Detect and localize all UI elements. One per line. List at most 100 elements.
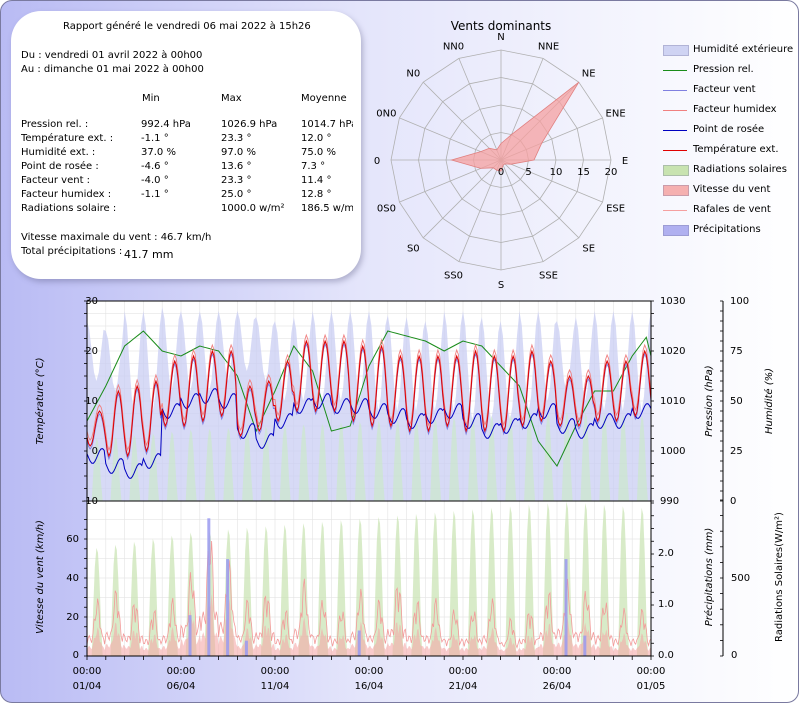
precip-tick: 0.0	[658, 650, 674, 661]
stat-avg: 12.8 °	[301, 189, 332, 200]
legend-label: Température ext.	[693, 144, 779, 155]
precip-bar	[357, 630, 361, 656]
legend-label: Point de rosée	[693, 124, 765, 135]
rose-direction-label: NN0	[443, 41, 464, 52]
stat-label: Facteur vent :	[21, 175, 91, 186]
rose-spoke	[422, 159, 502, 239]
rose-direction-label: 0N0	[376, 109, 396, 120]
rose-spoke	[500, 159, 544, 262]
pressure-tick: 1020	[660, 346, 685, 357]
col-header-min: Min	[142, 93, 160, 104]
legend-swatch-humidex	[663, 110, 687, 111]
legend-label: Radiations solaires	[693, 164, 787, 175]
stat-max: 1026.9 hPa	[221, 119, 278, 130]
rose-ring-label: 0	[498, 167, 504, 178]
legend-swatch-humidity	[663, 45, 689, 56]
rose-direction-label: SS0	[444, 271, 463, 282]
radiation-tick: 500	[731, 573, 750, 584]
rose-spoke	[500, 159, 603, 203]
precip-axis-label: Précipitations (mm)	[703, 528, 715, 627]
stat-avg: 11.4 °	[301, 175, 332, 186]
stat-avg: 12.0 °	[301, 133, 332, 144]
x-date-label: 21/04	[449, 681, 478, 692]
report-generated-line: Rapport généré le vendredi 06 mai 2022 à…	[63, 21, 311, 32]
legend-label: Vitesse du vent	[693, 184, 771, 195]
radiation-axis-label: Radiations Solaires(W/m²)	[774, 512, 785, 642]
x-date-label: 26/04	[543, 681, 572, 692]
period-to: Au : dimanche 01 mai 2022 à 00h00	[21, 64, 204, 75]
stat-max: 23.3 °	[221, 133, 252, 144]
rose-direction-label: 0	[374, 156, 380, 167]
precip-total-value: 41.7 mm	[124, 248, 174, 261]
stat-max: 25.0 °	[221, 189, 252, 200]
x-time-label: 00:00	[449, 666, 478, 677]
rose-spoke	[458, 159, 502, 262]
stat-min: -4.0 °	[141, 175, 169, 186]
max-wind-line: Vitesse maximale du vent : 46.7 km/h	[21, 232, 212, 243]
rose-spoke	[500, 159, 580, 239]
rose-direction-label: S0	[407, 244, 420, 255]
legend-label: Rafales de vent	[693, 204, 771, 215]
rose-direction-label: 0S0	[377, 204, 396, 215]
legend-label: Pression rel.	[693, 64, 754, 75]
legend-label: Facteur vent	[693, 84, 756, 95]
stat-min: -4.6 °	[141, 161, 169, 172]
rose-direction-label: NNE	[538, 41, 559, 52]
stat-max: 23.3 °	[221, 175, 252, 186]
summary-panel	[11, 11, 361, 279]
stats-table: Pression rel. : 992.4 hPa 1026.9 hPa 101…	[21, 119, 353, 219]
radiation-area-top	[87, 411, 651, 501]
legend-swatch-precip	[663, 225, 689, 236]
radiation-tick: 0	[731, 650, 737, 661]
legend-swatch-windchill	[663, 90, 687, 91]
temperature-line	[86, 339, 652, 458]
stat-label: Humidité ext. :	[21, 147, 96, 158]
humidity-tick: 50	[730, 396, 743, 407]
x-time-label: 00:00	[355, 666, 384, 677]
x-time-label: 00:00	[261, 666, 290, 677]
stat-avg: 75.0 %	[301, 147, 336, 158]
rose-direction-label: SE	[582, 244, 595, 255]
x-time-label: 00:00	[167, 666, 196, 677]
humidity-tick: 0	[730, 496, 736, 507]
wind-tick: 60	[66, 534, 79, 545]
precip-bar	[244, 640, 248, 656]
rose-direction-label: ENE	[606, 109, 626, 120]
humidity-tick: 100	[730, 296, 749, 307]
stat-min: -1.1 °	[141, 133, 169, 144]
x-time-label: 00:00	[73, 666, 102, 677]
stat-avg: 186.5 w/m²	[301, 203, 353, 214]
legend-label: Précipitations	[693, 224, 761, 235]
humidity-tick: 25	[730, 446, 743, 457]
temp-tick: 30	[85, 296, 98, 307]
x-date-label: 01/04	[73, 681, 102, 692]
rose-spoke	[422, 81, 502, 161]
wind-tick: 40	[66, 573, 79, 584]
x-time-label: 00:00	[543, 666, 572, 677]
stat-max: 97.0 %	[221, 147, 256, 158]
legend-swatch-dewpoint	[663, 130, 687, 131]
temp-tick: 20	[85, 346, 98, 357]
legend-swatch-pressure	[663, 70, 687, 71]
stat-label: Température ext. :	[21, 133, 114, 144]
wind-rose-chart: Vents dominants N NNE NE ENE E ESE SE SSE S SS0 S0…	[374, 19, 628, 291]
precip-bar	[188, 615, 192, 656]
precip-total-label: Total précipitations :	[21, 246, 123, 257]
stat-label: Radiations solaire :	[21, 203, 117, 214]
rose-ring-label: 10	[550, 167, 563, 178]
precip-bar	[564, 559, 568, 656]
precip-tick: 2.0	[658, 548, 674, 559]
stat-max: 13.6 °	[221, 161, 252, 172]
rose-ring-label: 15	[577, 167, 590, 178]
wind-tick: 20	[66, 612, 79, 623]
x-date-label: 06/04	[167, 681, 196, 692]
col-header-max: Max	[221, 93, 242, 104]
legend-label: Facteur humidex	[693, 104, 777, 115]
pressure-line	[86, 330, 652, 467]
pressure-tick: 1000	[660, 446, 685, 457]
stat-max: 1000.0 w/m²	[221, 203, 285, 214]
precip-bar	[583, 635, 587, 656]
x-time-label: 00:00	[637, 666, 666, 677]
